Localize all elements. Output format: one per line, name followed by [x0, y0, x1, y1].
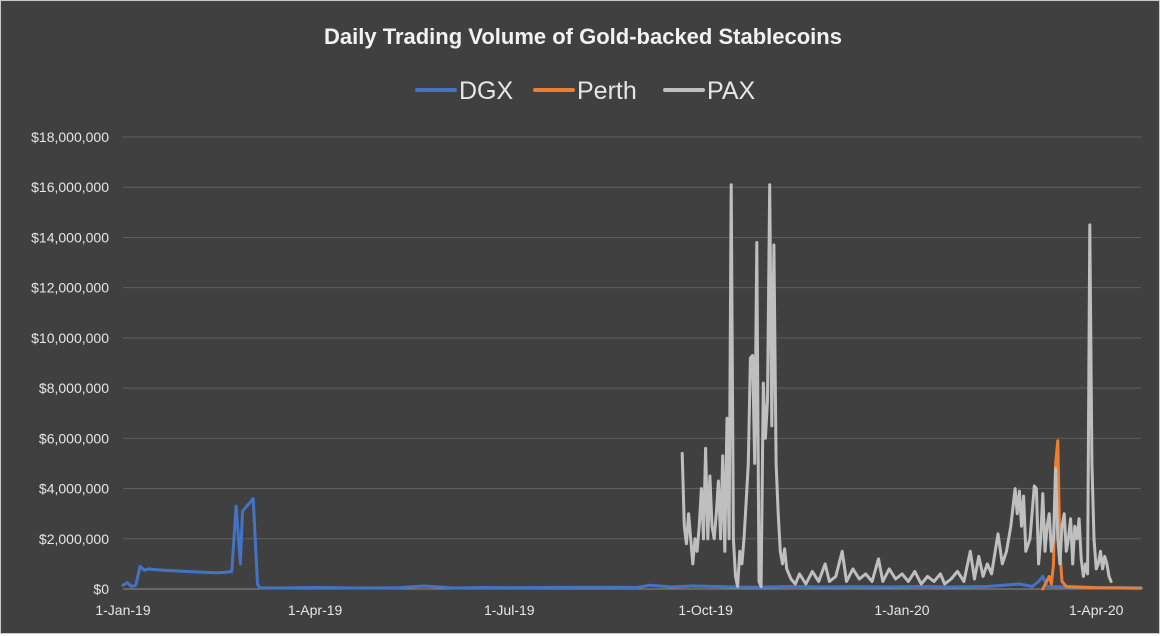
gridlines	[123, 136, 1141, 590]
y-tick-label: $16,000,000	[31, 179, 109, 195]
y-tick-label: $8,000,000	[39, 380, 109, 396]
legend-label-pax: PAX	[707, 77, 755, 105]
x-tick-label: 1-Jul-19	[484, 602, 535, 618]
chart-title: Daily Trading Volume of Gold-backed Stab…	[324, 24, 842, 49]
x-tick-label: 1-Oct-19	[678, 602, 733, 618]
x-tick-label: 1-Jan-20	[874, 602, 929, 618]
legend: DGX Perth PAX	[415, 77, 755, 105]
series-line-pax	[680, 183, 1113, 588]
series-line-dgx	[121, 497, 1143, 590]
series-line-perth	[1041, 439, 1143, 591]
y-tick-label: $4,000,000	[39, 481, 109, 497]
x-axis: 1-Jan-19 1-Apr-19 1-Jul-19 1-Oct-19 1-Jan-20…	[95, 602, 1123, 618]
y-tick-label: $14,000,000	[31, 229, 109, 245]
y-tick-label: $12,000,000	[31, 280, 109, 296]
legend-label-dgx: DGX	[459, 77, 514, 105]
y-axis: $0 $2,000,000 $4,000,000 $6,000,000 $8,000,0…	[31, 129, 109, 597]
y-tick-label: $10,000,000	[31, 330, 109, 346]
y-tick-label: $0	[93, 581, 109, 597]
x-tick-label: 1-Apr-20	[1069, 602, 1124, 618]
y-tick-label: $2,000,000	[39, 531, 109, 547]
y-tick-label: $6,000,000	[39, 430, 109, 446]
legend-label-perth: Perth	[577, 77, 637, 105]
plot-series	[121, 183, 1143, 591]
y-tick-label: $18,000,000	[31, 129, 109, 145]
x-tick-label: 1-Apr-19	[288, 602, 343, 618]
x-tick-label: 1-Jan-19	[95, 602, 150, 618]
